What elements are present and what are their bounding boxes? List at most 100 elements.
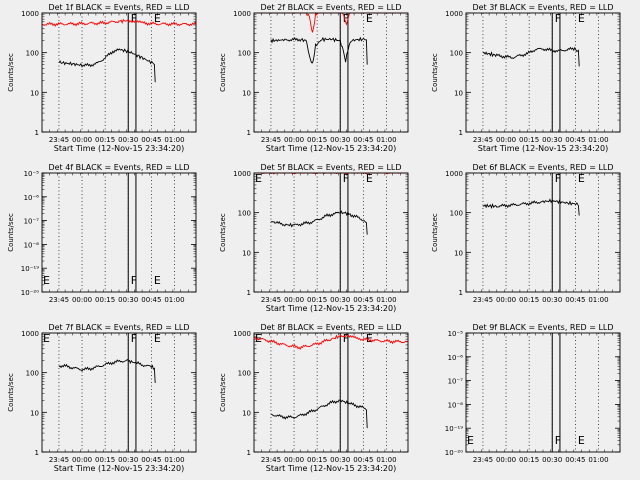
x-tick-label: 23:45 — [473, 456, 493, 464]
y-tick-label: 10⁻²⁰ — [445, 449, 463, 457]
panel-det-9f: Det 9f BLACK = Events, RED = LLD 10⁻²⁰ 10⁻… — [445, 323, 621, 464]
panel-det-6f: Det 6f BLACK = Events, RED = LLD 1 10 100 10… — [431, 163, 621, 304]
flag-marker: E — [43, 332, 50, 345]
flag-marker: E — [43, 274, 50, 287]
y-tick-label: 10⁻⁵ — [24, 170, 40, 178]
panel-title: Det 9f BLACK = Events, RED = LLD — [472, 323, 613, 332]
x-tick-label: 00:15 — [307, 296, 327, 304]
y-tick-label: 1 — [459, 289, 463, 297]
panel-det-1f: Det 1f BLACK = Events, RED = LLD 1 10 100 10… — [7, 3, 197, 153]
y-axis-label: Counts/sec — [7, 213, 15, 252]
x-tick-label: 00:30 — [330, 296, 350, 304]
y-tick-label: 1 — [459, 129, 463, 137]
x-axis-label: Start Time (12-Nov-15 23:34:20) — [54, 464, 184, 473]
plot-frame — [41, 172, 197, 293]
y-axis-label: Counts/sec — [7, 53, 15, 92]
flag-marker: F — [555, 434, 561, 447]
x-tick-label: 00:15 — [95, 296, 115, 304]
y-tick-label: 10 — [30, 409, 39, 417]
y-tick-label: 10⁻⁶ — [24, 194, 40, 202]
x-tick-label: 00:45 — [141, 136, 161, 144]
x-tick-label: 00:00 — [72, 136, 92, 144]
y-tick-label: 100 — [26, 370, 39, 378]
plot-frame — [465, 172, 621, 293]
y-tick-label: 10 — [242, 249, 251, 257]
y-axis-label: Counts/sec — [219, 373, 227, 412]
x-tick-label: 00:15 — [95, 136, 115, 144]
flag-marker: E — [154, 274, 161, 287]
y-tick-label: 10 — [30, 89, 39, 97]
y-tick-label: 1 — [247, 449, 251, 457]
panel-title: Det 2f BLACK = Events, RED = LLD — [260, 3, 401, 12]
y-axis-label: Counts/sec — [7, 373, 15, 412]
x-tick-label: 23:45 — [49, 456, 69, 464]
x-tick-label: 00:15 — [307, 456, 327, 464]
x-tick-label: 01:00 — [164, 296, 184, 304]
x-axis-label: Start Time (12-Nov-15 23:34:20) — [266, 144, 396, 153]
x-tick-label: 00:15 — [95, 456, 115, 464]
flag-marker: E — [578, 434, 585, 447]
panel-title: Det 8f BLACK = Events, RED = LLD — [260, 323, 401, 332]
panel-det-3f: Det 3f BLACK = Events, RED = LLD 1 10 100 10… — [431, 3, 621, 153]
events-series-line — [270, 36, 368, 65]
x-axis-label: Start Time (12-Nov-15 23:34:20) — [478, 144, 608, 153]
x-tick-label: 00:30 — [118, 136, 138, 144]
y-tick-label: 1000 — [233, 330, 251, 338]
flag-marker: F — [131, 332, 137, 345]
y-tick-label: 1 — [247, 289, 251, 297]
y-tick-label: 1 — [247, 129, 251, 137]
y-tick-label: 10 — [242, 409, 251, 417]
x-tick-label: 00:15 — [519, 136, 539, 144]
y-tick-label: 100 — [450, 50, 463, 58]
panel-title: Det 7f BLACK = Events, RED = LLD — [48, 323, 189, 332]
panel-title: Det 5f BLACK = Events, RED = LLD — [260, 163, 401, 172]
plot-frame — [253, 172, 409, 293]
y-tick-label: 100 — [238, 370, 251, 378]
x-tick-label: 00:45 — [353, 456, 373, 464]
flag-marker: E — [467, 434, 474, 447]
flag-marker: E — [255, 172, 262, 185]
x-tick-label: 00:30 — [542, 136, 562, 144]
x-axis-label: Start Time (12-Nov-15 23:34:20) — [54, 144, 184, 153]
y-axis-label: Counts/sec — [219, 213, 227, 252]
plot-frame — [41, 332, 197, 453]
x-tick-label: 00:30 — [542, 296, 562, 304]
x-tick-label: 00:00 — [496, 456, 516, 464]
y-tick-label: 10 — [454, 249, 463, 257]
plot-frame — [41, 12, 197, 133]
x-tick-label: 00:30 — [118, 296, 138, 304]
flag-marker: E — [255, 332, 262, 345]
x-tick-label: 00:00 — [496, 296, 516, 304]
flag-marker: E — [366, 12, 373, 25]
flag-marker: E — [578, 172, 585, 185]
y-tick-label: 1000 — [21, 330, 39, 338]
x-tick-label: 00:45 — [353, 296, 373, 304]
flag-marker: F — [555, 172, 561, 185]
events-series-line — [58, 359, 156, 384]
x-tick-label: 00:15 — [519, 296, 539, 304]
x-tick-label: 00:00 — [72, 456, 92, 464]
events-series-line — [270, 210, 368, 235]
y-tick-label: 1000 — [233, 170, 251, 178]
y-tick-label: 1000 — [233, 10, 251, 18]
panel-title: Det 6f BLACK = Events, RED = LLD — [472, 163, 613, 172]
flag-marker: E — [154, 12, 161, 25]
x-tick-label: 01:00 — [376, 136, 396, 144]
x-tick-label: 00:45 — [353, 136, 373, 144]
plot-frame — [465, 332, 621, 453]
y-axis-label: Counts/sec — [431, 213, 439, 252]
x-tick-label: 00:45 — [565, 136, 585, 144]
flag-marker: E — [366, 172, 373, 185]
flag-marker: F — [343, 332, 349, 345]
y-tick-label: 10⁻⁸ — [448, 401, 464, 409]
y-tick-label: 1000 — [445, 170, 463, 178]
events-series-line — [270, 399, 368, 429]
x-tick-label: 23:45 — [261, 456, 281, 464]
x-tick-label: 00:15 — [307, 136, 327, 144]
y-tick-label: 100 — [238, 50, 251, 58]
y-tick-label: 10 — [242, 89, 251, 97]
flag-marker: F — [131, 12, 137, 25]
x-axis-label: Start Time (12-Nov-15 23:34:20) — [266, 464, 396, 473]
panel-det-4f: Det 4f BLACK = Events, RED = LLD 10⁻²⁰ 10⁻… — [7, 163, 197, 304]
